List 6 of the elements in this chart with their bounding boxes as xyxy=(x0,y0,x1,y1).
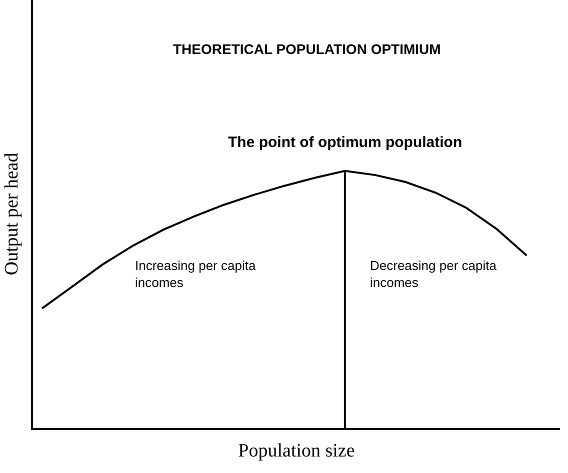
text: The point of optimum population xyxy=(228,134,462,151)
x-axis-title: Population size xyxy=(238,440,355,462)
annotation: Decreasing per capita incomes xyxy=(370,258,498,290)
annotation: Increasing per capita incomes xyxy=(135,258,256,290)
chart-title: THEORETICAL POPULATION OPTIMIUM xyxy=(173,41,441,57)
y-axis-title: Output per head xyxy=(1,152,22,276)
